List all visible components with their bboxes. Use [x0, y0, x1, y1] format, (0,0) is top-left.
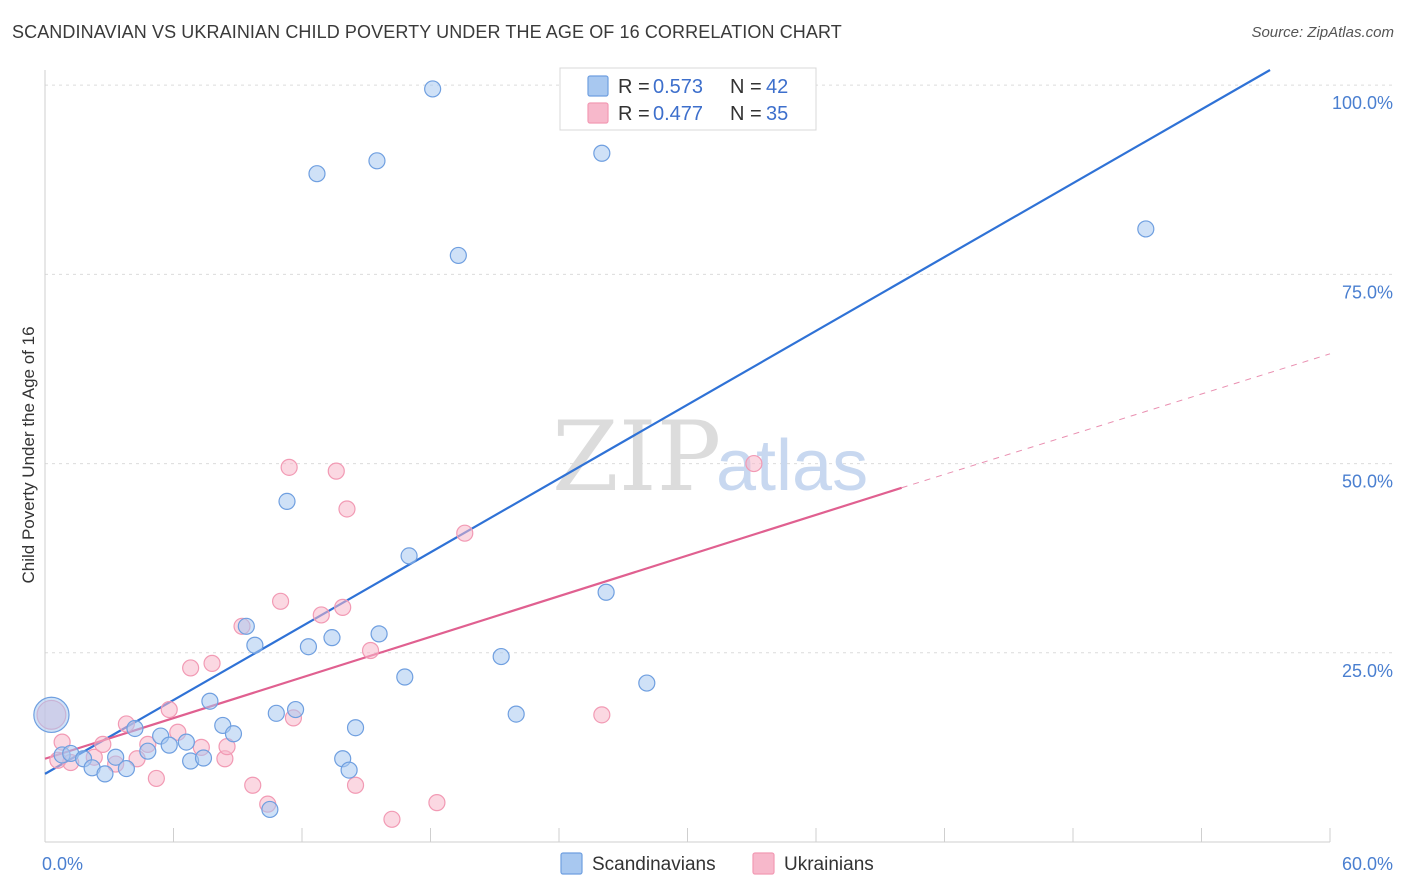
legend-r-label-1: R = [618, 76, 650, 98]
bottom-legend-label-ukrainians: Ukrainians [784, 854, 874, 875]
x-tick-label: 60.0% [1342, 854, 1393, 874]
point-scandinavians [96, 765, 114, 783]
bottom-legend-swatch-scandinavians [560, 852, 583, 875]
point-ukrainians [203, 654, 221, 672]
point-ukrainians [456, 524, 474, 542]
bottom-legend-swatch-ukrainians [752, 852, 775, 875]
point-scandinavians [139, 742, 157, 760]
point-scandinavians [507, 705, 525, 723]
point-ukrainians [182, 659, 200, 677]
point-scandinavians [107, 748, 125, 766]
legend-n-label-1: N = [730, 76, 762, 98]
point-scandinavians [593, 144, 611, 162]
source-label: Source: ZipAtlas.com [1251, 24, 1394, 41]
point-scandinavians [308, 165, 326, 183]
data-points [33, 80, 1155, 828]
point-scandinavians [33, 696, 70, 734]
point-scandinavians [299, 638, 318, 656]
point-scandinavians [340, 761, 358, 779]
point-scandinavians [1137, 220, 1155, 238]
legend-n-label-2: N = [730, 103, 762, 125]
point-scandinavians [246, 636, 264, 654]
point-ukrainians [271, 592, 290, 610]
point-scandinavians [201, 692, 219, 710]
series-legend: Scandinavians Ukrainians [560, 852, 874, 875]
y-axis-title: Child Poverty Under the Age of 16 [19, 326, 38, 583]
point-scandinavians [370, 625, 388, 643]
chart-title: SCANDINAVIAN VS UKRAINIAN CHILD POVERTY … [12, 22, 842, 42]
point-scandinavians [597, 583, 615, 601]
point-scandinavians [224, 725, 243, 743]
tick-labels: 25.0% 50.0% 75.0% 100.0% 0.0% 60.0% [42, 93, 1393, 874]
point-ukrainians [244, 776, 262, 794]
point-scandinavians [368, 152, 386, 170]
point-scandinavians [160, 736, 178, 754]
point-scandinavians [424, 80, 442, 98]
point-scandinavians [400, 547, 418, 565]
y-tick-label: 50.0% [1342, 472, 1393, 492]
point-scandinavians [346, 719, 365, 737]
point-scandinavians [267, 704, 285, 722]
legend-r-value-1: 0.573 [653, 76, 703, 98]
legend-n-value-2: 35 [766, 103, 788, 125]
legend-swatch-ukrainians [587, 102, 609, 124]
trend-line-extension-ukrainians [901, 353, 1331, 489]
legend-swatch-scandinavians [587, 75, 609, 97]
point-scandinavians [278, 492, 296, 511]
point-ukrainians [327, 462, 345, 480]
watermark-zip: ZIP [552, 401, 721, 513]
point-ukrainians [346, 776, 365, 794]
point-scandinavians [117, 759, 135, 778]
point-ukrainians [147, 769, 165, 788]
legend-n-value-1: 42 [766, 76, 788, 98]
point-scandinavians [261, 800, 279, 819]
bottom-legend-label-scandinavians: Scandinavians [592, 854, 716, 875]
point-scandinavians [492, 647, 510, 666]
point-scandinavians [449, 246, 467, 265]
point-ukrainians [338, 500, 356, 518]
y-tick-label: 75.0% [1342, 282, 1393, 302]
point-scandinavians [177, 733, 195, 751]
watermark: ZIP atlas [552, 401, 868, 513]
point-scandinavians [126, 719, 144, 738]
grid-lines [45, 84, 1392, 654]
point-scandinavians [638, 674, 656, 692]
point-ukrainians [383, 810, 401, 828]
legend-r-label-2: R = [618, 103, 650, 125]
point-ukrainians [334, 598, 352, 616]
x-tick-label: 0.0% [42, 854, 83, 874]
point-ukrainians [593, 706, 611, 724]
trend-line-scandinavians [44, 69, 1271, 775]
point-scandinavians [323, 629, 341, 647]
trend-lines [44, 69, 1331, 775]
y-tick-label: 100.0% [1332, 93, 1393, 113]
point-scandinavians [237, 617, 255, 635]
point-ukrainians [160, 700, 178, 719]
legend-r-value-2: 0.477 [653, 103, 703, 125]
trend-line-ukrainians [44, 486, 902, 760]
correlation-legend: R = 0.573 N = 42 R = 0.477 N = 35 [559, 67, 817, 131]
y-tick-label: 25.0% [1342, 661, 1393, 681]
point-ukrainians [312, 606, 330, 624]
point-ukrainians [745, 454, 763, 473]
watermark-atlas: atlas [716, 426, 868, 506]
point-scandinavians [194, 749, 213, 767]
point-scandinavians [286, 700, 305, 719]
point-ukrainians [361, 641, 380, 660]
point-scandinavians [396, 668, 414, 686]
point-ukrainians [280, 458, 298, 476]
point-ukrainians [428, 794, 446, 812]
point-ukrainians [94, 735, 112, 753]
